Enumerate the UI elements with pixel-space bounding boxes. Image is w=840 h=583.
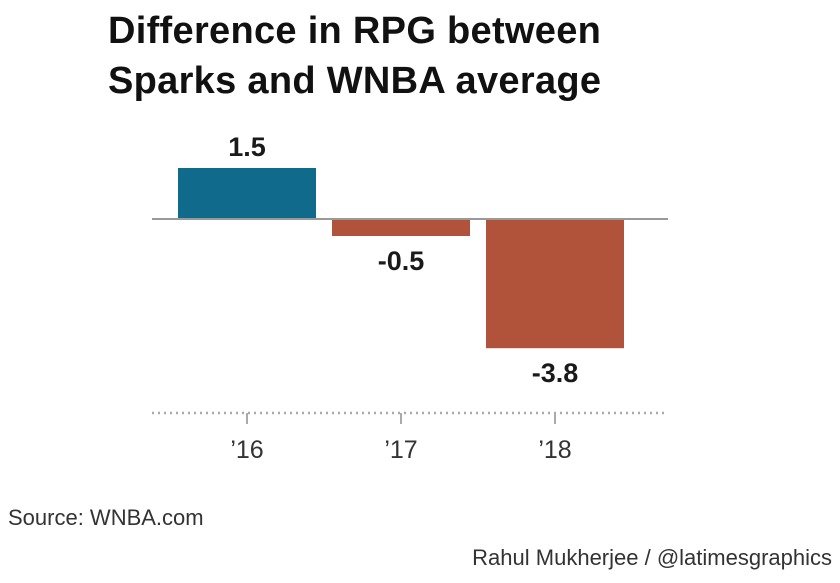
bar-chart: 1.5 -0.5 -3.8 ’16 ’17 ’18 [152, 132, 668, 464]
source-note: Source: WNBA.com [8, 505, 204, 530]
x-tick-label-1: ’17 [384, 436, 417, 464]
x-axis-ticks-group: ’16 ’17 ’18 [230, 413, 572, 464]
chart-title-line-2: Sparks and WNBA average [108, 60, 602, 102]
bar-0 [178, 168, 316, 219]
chart-title: Difference in RPG between Sparks and WNB… [108, 6, 808, 106]
bars-group [178, 168, 624, 349]
x-tick-label-0: ’16 [230, 436, 263, 464]
bar-2 [486, 219, 624, 349]
value-label-1: -0.5 [378, 246, 425, 276]
x-tick-label-2: ’18 [538, 436, 571, 464]
value-labels-group: 1.5 -0.5 -3.8 [228, 132, 578, 388]
bar-1 [332, 219, 470, 236]
value-label-2: -3.8 [532, 358, 579, 388]
value-label-0: 1.5 [228, 132, 266, 162]
chart-title-line-1: Difference in RPG between [108, 10, 602, 52]
credit-line: Rahul Mukherjee / @latimesgraphics [472, 545, 832, 570]
